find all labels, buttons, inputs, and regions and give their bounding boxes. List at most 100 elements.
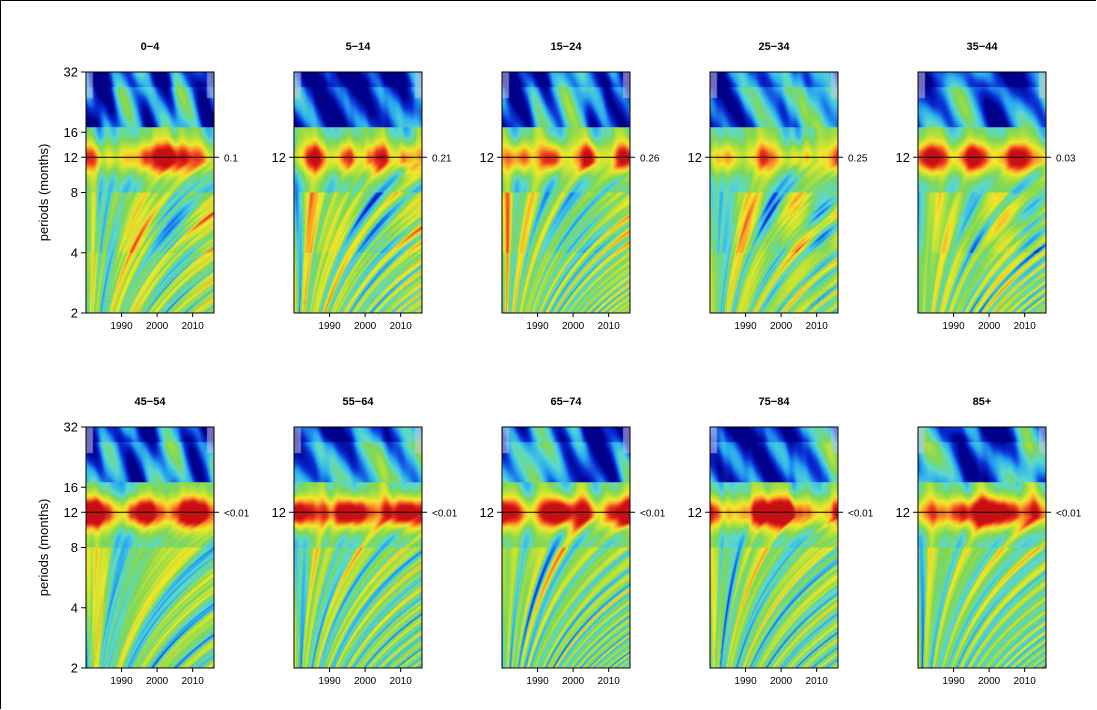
p-value-label: 0.03: [1056, 153, 1076, 164]
panel-title: 55−64: [343, 396, 375, 408]
x-tick-label: 2000: [562, 676, 585, 687]
y-tick-label: 12: [896, 505, 910, 520]
x-tick-label: 1990: [526, 676, 549, 687]
p-value-label: <0.01: [1056, 508, 1082, 519]
panel-4: 25−34 0.25 12 1990 2000 2010: [688, 41, 868, 332]
panel-frame: [709, 426, 839, 669]
x-tick-label: 1990: [942, 676, 965, 687]
y-tick-label: 4: [71, 600, 78, 615]
x-tick-label: 2010: [598, 321, 621, 332]
y-tick-label: 12: [688, 505, 702, 520]
panel-9: 75−84 <0.01 12 1990 2000 2010: [688, 396, 874, 687]
y-tick-label: 12: [272, 505, 286, 520]
x-tick-label: 2000: [978, 676, 1001, 687]
y-tick-label: 12: [64, 150, 78, 165]
x-tick-label: 2000: [354, 321, 377, 332]
p-value-label: 0.1: [224, 153, 238, 164]
x-tick-label: 2000: [770, 676, 793, 687]
y-tick-label: 12: [272, 150, 286, 165]
x-tick-label: 2010: [806, 676, 829, 687]
panel-2: 5−14 0.21 12 1990 2000 2010: [272, 41, 452, 332]
panel-title: 35−44: [967, 41, 999, 53]
panel-title: 0−4: [141, 41, 161, 53]
y-tick-label: 12: [480, 505, 494, 520]
y-tick-label: 16: [64, 125, 78, 140]
x-tick-label: 2010: [1014, 676, 1037, 687]
p-value-label: 0.21: [432, 153, 452, 164]
panel-6: 45−54 <0.01 2 4 8 12 16 32 periods (months) 1990 2…: [36, 396, 250, 687]
panel-1: 0−4 0.1 2 4 8 12 16 32 periods (months) 1990 2000 2…: [36, 41, 238, 332]
x-tick-label: 2010: [1014, 321, 1037, 332]
panel-title: 5−14: [346, 41, 372, 53]
wavelet-power-heatmap: [918, 72, 1046, 313]
panel-frame: [501, 71, 631, 314]
panel-title: 45−54: [135, 396, 167, 408]
x-tick-label: 1990: [318, 321, 341, 332]
y-tick-label: 8: [71, 185, 78, 200]
x-tick-label: 1990: [942, 321, 965, 332]
x-tick-label: 2010: [806, 321, 829, 332]
panel-title: 15−24: [551, 41, 583, 53]
x-tick-label: 2010: [598, 676, 621, 687]
p-value-label: <0.01: [640, 508, 666, 519]
p-value-label: 0.26: [640, 153, 660, 164]
x-tick-label: 1990: [110, 676, 133, 687]
y-tick-label: 12: [64, 505, 78, 520]
panel-title: 75−84: [759, 396, 791, 408]
wavelet-power-heatmap: [502, 72, 630, 313]
y-axis-label: periods (months): [36, 499, 51, 597]
panel-title: 25−34: [759, 41, 791, 53]
x-tick-label: 2000: [562, 321, 585, 332]
wavelet-power-heatmap: [294, 427, 422, 668]
wavelet-power-heatmap: [710, 72, 838, 313]
wavelet-power-heatmap: [86, 427, 214, 668]
panel-title: 65−74: [551, 396, 583, 408]
panel-frame: [501, 426, 631, 669]
wavelet-power-heatmap: [502, 427, 630, 668]
p-value-label: 0.25: [848, 153, 868, 164]
x-tick-label: 2000: [146, 321, 169, 332]
panel-frame: [293, 426, 423, 669]
x-tick-label: 2000: [146, 676, 169, 687]
panel-3: 15−24 0.26 12 1990 2000 2010: [480, 41, 660, 332]
panel-8: 65−74 <0.01 12 1990 2000 2010: [480, 396, 666, 687]
x-tick-label: 2000: [770, 321, 793, 332]
x-tick-label: 2000: [978, 321, 1001, 332]
y-tick-label: 12: [480, 150, 494, 165]
wavelet-power-heatmap: [918, 427, 1046, 668]
panel-10: 85+ <0.01 12 1990 2000 2010: [896, 396, 1082, 687]
y-axis-label: periods (months): [36, 144, 51, 242]
y-tick-label: 32: [64, 65, 78, 80]
y-tick-label: 12: [688, 150, 702, 165]
y-tick-label: 12: [896, 150, 910, 165]
y-tick-label: 2: [71, 306, 78, 321]
y-tick-label: 4: [71, 245, 78, 260]
x-tick-label: 1990: [734, 321, 757, 332]
x-tick-label: 2010: [182, 676, 205, 687]
panel-7: 55−64 <0.01 12 1990 2000 2010: [272, 396, 458, 687]
x-tick-label: 2010: [390, 321, 413, 332]
panel-frame: [293, 71, 423, 314]
x-tick-label: 1990: [526, 321, 549, 332]
panel-5: 35−44 0.03 12 1990 2000 2010: [896, 41, 1076, 332]
x-tick-label: 2010: [390, 676, 413, 687]
x-tick-label: 1990: [110, 321, 133, 332]
wavelet-power-heatmap: [710, 427, 838, 668]
y-tick-label: 8: [71, 540, 78, 555]
x-tick-label: 1990: [734, 676, 757, 687]
y-tick-label: 16: [64, 480, 78, 495]
panel-frame: [709, 71, 839, 314]
y-tick-label: 2: [71, 661, 78, 676]
x-tick-label: 1990: [318, 676, 341, 687]
p-value-label: <0.01: [432, 508, 458, 519]
panel-frame: [917, 426, 1047, 669]
wavelet-power-heatmap: [86, 72, 214, 313]
panel-frame: [917, 71, 1047, 314]
y-tick-label: 32: [64, 420, 78, 435]
p-value-label: <0.01: [848, 508, 874, 519]
x-tick-label: 2000: [354, 676, 377, 687]
x-tick-label: 2010: [182, 321, 205, 332]
wavelet-power-heatmap: [294, 72, 422, 313]
